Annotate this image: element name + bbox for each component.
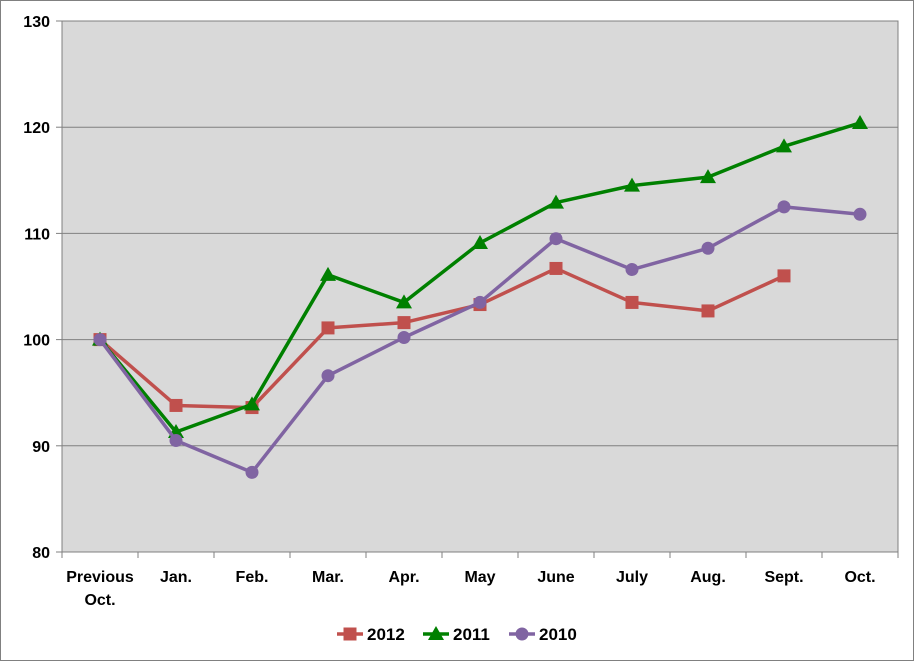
data-point bbox=[245, 465, 259, 479]
x-tick-label: Jan. bbox=[160, 569, 192, 586]
y-tick-label: 120 bbox=[23, 120, 50, 137]
data-point bbox=[321, 369, 335, 383]
x-tick-label: Aug. bbox=[690, 569, 726, 586]
gridlines bbox=[62, 20, 898, 447]
data-point bbox=[777, 200, 791, 214]
data-point bbox=[473, 295, 487, 309]
x-tick-label-line: May bbox=[464, 569, 495, 586]
data-point bbox=[244, 396, 260, 411]
x-tick-label-line: Oct. bbox=[844, 569, 875, 586]
x-tick-label-line: Mar. bbox=[312, 569, 344, 586]
y-tick-label: 130 bbox=[23, 14, 50, 31]
legend-item-2011: 2011 bbox=[423, 625, 490, 644]
y-tick-label: 90 bbox=[32, 439, 50, 456]
plot-area bbox=[61, 20, 899, 553]
data-point bbox=[397, 316, 411, 330]
series-layer bbox=[92, 114, 868, 479]
legend-label: 2010 bbox=[539, 625, 577, 644]
data-point bbox=[701, 304, 715, 318]
x-tick-label: Sept. bbox=[764, 569, 803, 586]
data-point bbox=[472, 234, 488, 249]
data-point bbox=[777, 269, 791, 283]
x-tick-label: Mar. bbox=[312, 569, 344, 586]
data-point bbox=[776, 138, 792, 153]
x-tick-label-line: Oct. bbox=[84, 592, 115, 609]
legend-label: 2012 bbox=[367, 625, 405, 644]
x-tick-label: July bbox=[616, 569, 648, 586]
legend-label: 2011 bbox=[453, 625, 490, 644]
legend-marker bbox=[343, 627, 357, 641]
x-tick-label-line: Previous bbox=[66, 569, 134, 586]
data-point bbox=[169, 398, 183, 412]
data-point bbox=[320, 266, 336, 281]
x-tick-label-line: Feb. bbox=[236, 569, 269, 586]
legend-marker bbox=[515, 627, 529, 641]
x-tick-label-line: July bbox=[616, 569, 648, 586]
x-tick-label: May bbox=[464, 569, 495, 586]
legend-item-2010: 2010 bbox=[509, 625, 577, 644]
data-point bbox=[93, 333, 107, 347]
data-point bbox=[852, 114, 868, 129]
data-point bbox=[397, 330, 411, 344]
x-tick-label-line: Sept. bbox=[764, 569, 803, 586]
legend-marker bbox=[428, 626, 444, 640]
x-tick-label: June bbox=[537, 569, 574, 586]
y-tick-label: 100 bbox=[23, 333, 50, 350]
legend-item-2012: 2012 bbox=[337, 625, 405, 644]
y-tick-label: 110 bbox=[24, 226, 50, 243]
x-tick-label-line: Aug. bbox=[690, 569, 726, 586]
data-point bbox=[701, 241, 715, 255]
x-tick-label: Oct. bbox=[844, 569, 875, 586]
axes: 80 90 100 110 120 130 Previous Oct. Jan. Feb. Mar.… bbox=[23, 14, 899, 609]
data-point bbox=[624, 177, 640, 192]
data-point bbox=[625, 263, 639, 277]
data-point bbox=[548, 194, 564, 209]
data-point bbox=[549, 261, 563, 275]
x-tick-label-line: Jan. bbox=[160, 569, 192, 586]
x-tick-label: Previous Oct. bbox=[66, 569, 134, 609]
data-point bbox=[625, 295, 639, 309]
legend: 2012 2011 2010 bbox=[337, 625, 577, 644]
x-tick-label: Apr. bbox=[388, 569, 419, 586]
data-point bbox=[549, 232, 563, 246]
data-point bbox=[853, 207, 867, 221]
x-tick-label-line: Apr. bbox=[388, 569, 419, 586]
data-point bbox=[169, 433, 183, 447]
x-tick-label-line: June bbox=[537, 569, 574, 586]
series-line bbox=[98, 266, 785, 410]
data-point bbox=[396, 294, 412, 309]
y-tick-label: 80 bbox=[32, 545, 50, 562]
x-tick-label: Feb. bbox=[236, 569, 269, 586]
data-point bbox=[321, 321, 335, 335]
data-point bbox=[700, 169, 716, 184]
series-2010 bbox=[93, 200, 867, 479]
